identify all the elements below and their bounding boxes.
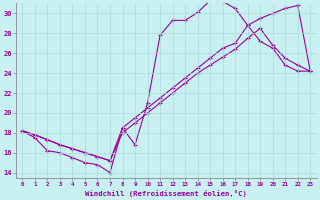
X-axis label: Windchill (Refroidissement éolien,°C): Windchill (Refroidissement éolien,°C) xyxy=(85,190,247,197)
